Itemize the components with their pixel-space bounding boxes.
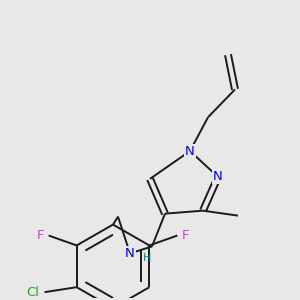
Text: F: F (182, 229, 189, 242)
Text: N: N (125, 247, 135, 260)
Text: F: F (37, 229, 44, 242)
Text: N: N (185, 145, 195, 158)
Text: H: H (143, 254, 151, 263)
Text: N: N (213, 170, 223, 183)
Text: Cl: Cl (26, 286, 39, 299)
